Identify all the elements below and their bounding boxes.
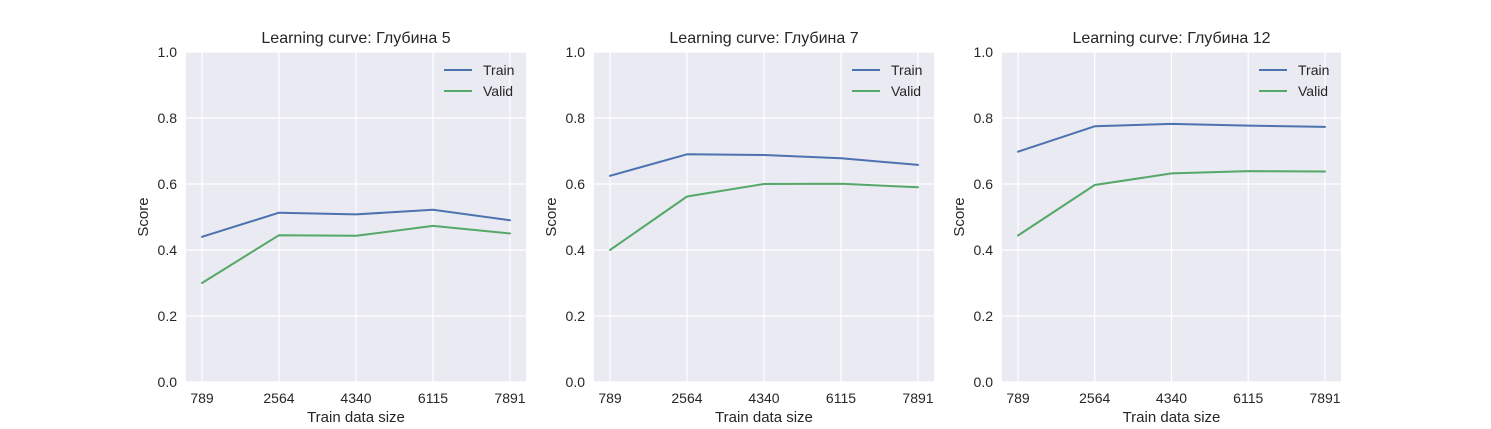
series-line-valid [609, 182, 919, 251]
legend-label-valid: Valid [1298, 83, 1328, 99]
y-tick-label: 0.8 [158, 110, 178, 126]
y-tick-label: 0.6 [974, 176, 994, 192]
y-tick-label: 0.0 [158, 374, 178, 390]
y-tick-label: 1.0 [974, 44, 994, 60]
y-tick-label: 0.2 [158, 308, 178, 324]
legend-label-train: Train [891, 62, 922, 78]
x-tick-label: 7891 [902, 390, 933, 406]
y-tick-label: 0.4 [566, 242, 586, 258]
chart-title: Learning curve: Глубина 7 [669, 30, 858, 47]
chart-panel-2: 0.0 0.2 0.4 0.6 0.8 1.0 789 2564 4340 6115 7891 Lea… [543, 30, 934, 426]
y-tick-label: 0.8 [566, 110, 586, 126]
y-tick-label: 0.0 [974, 374, 994, 390]
y-axis-label: Score [135, 197, 152, 236]
x-axis-label: Train data size [307, 409, 405, 426]
chart-panel-3: 0.0 0.2 0.4 0.6 0.8 1.0 789 2564 4340 6115 7891 Lea… [951, 30, 1341, 426]
chart-title: Learning curve: Глубина 5 [261, 30, 450, 47]
x-tick-label: 789 [190, 390, 214, 406]
legend-label-train: Train [483, 62, 514, 78]
series-line-train [201, 208, 511, 238]
x-tick-label: 789 [598, 390, 622, 406]
x-tick-label: 4340 [748, 390, 779, 406]
x-tick-label: 2564 [1079, 390, 1110, 406]
legend: Train Valid [444, 62, 514, 99]
y-tick-label: 1.0 [158, 44, 178, 60]
y-tick-label: 0.4 [158, 242, 178, 258]
legend: Train Valid [1259, 62, 1329, 99]
y-axis-label: Score [951, 197, 968, 236]
y-tick-label: 1.0 [566, 44, 586, 60]
y-tick-label: 0.6 [158, 176, 178, 192]
x-tick-label: 4340 [340, 390, 371, 406]
y-tick-label: 0.0 [566, 374, 586, 390]
x-axis-label: Train data size [715, 409, 813, 426]
legend-label-train: Train [1298, 62, 1329, 78]
chart-panel-1: 0.0 0.2 0.4 0.6 0.8 1.0 789 2564 4340 6115 7891 Lea… [135, 30, 526, 426]
legend: Train Valid [852, 62, 922, 99]
x-tick-label: 2564 [263, 390, 294, 406]
legend-label-valid: Valid [483, 83, 513, 99]
series-line-train [1017, 122, 1326, 153]
series-line-train [609, 153, 919, 177]
x-tick-label: 7891 [1309, 390, 1340, 406]
x-tick-label: 789 [1006, 390, 1030, 406]
y-tick-label: 0.8 [974, 110, 994, 126]
y-tick-label: 0.4 [974, 242, 994, 258]
series-line-valid [1017, 170, 1326, 237]
x-tick-label: 6115 [418, 390, 448, 406]
y-tick-label: 0.6 [566, 176, 586, 192]
y-tick-label: 0.2 [974, 308, 994, 324]
y-tick-label: 0.2 [566, 308, 586, 324]
x-tick-label: 7891 [494, 390, 525, 406]
x-tick-label: 6115 [826, 390, 856, 406]
x-tick-label: 2564 [671, 390, 702, 406]
y-axis-label: Score [543, 197, 560, 236]
series-line-valid [201, 224, 511, 284]
x-tick-label: 4340 [1156, 390, 1187, 406]
x-tick-label: 6115 [1233, 390, 1263, 406]
x-axis-label: Train data size [1123, 409, 1221, 426]
chart-title: Learning curve: Глубина 12 [1072, 30, 1270, 47]
legend-label-valid: Valid [891, 83, 921, 99]
